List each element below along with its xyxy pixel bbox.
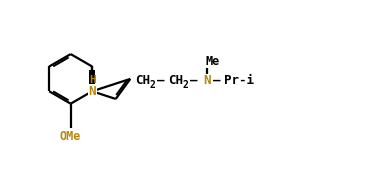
Text: CH: CH — [135, 74, 150, 87]
Text: N: N — [203, 74, 211, 87]
Text: CH: CH — [168, 74, 183, 87]
Text: 2: 2 — [150, 80, 156, 90]
Text: OMe: OMe — [60, 130, 81, 143]
Text: 2: 2 — [183, 80, 188, 90]
Text: Me: Me — [205, 55, 220, 68]
Text: H: H — [89, 75, 96, 85]
Text: —: — — [190, 74, 197, 87]
Text: —: — — [213, 74, 221, 87]
Text: Pr-i: Pr-i — [224, 74, 254, 87]
Text: —: — — [157, 74, 164, 87]
Text: N: N — [88, 85, 96, 98]
